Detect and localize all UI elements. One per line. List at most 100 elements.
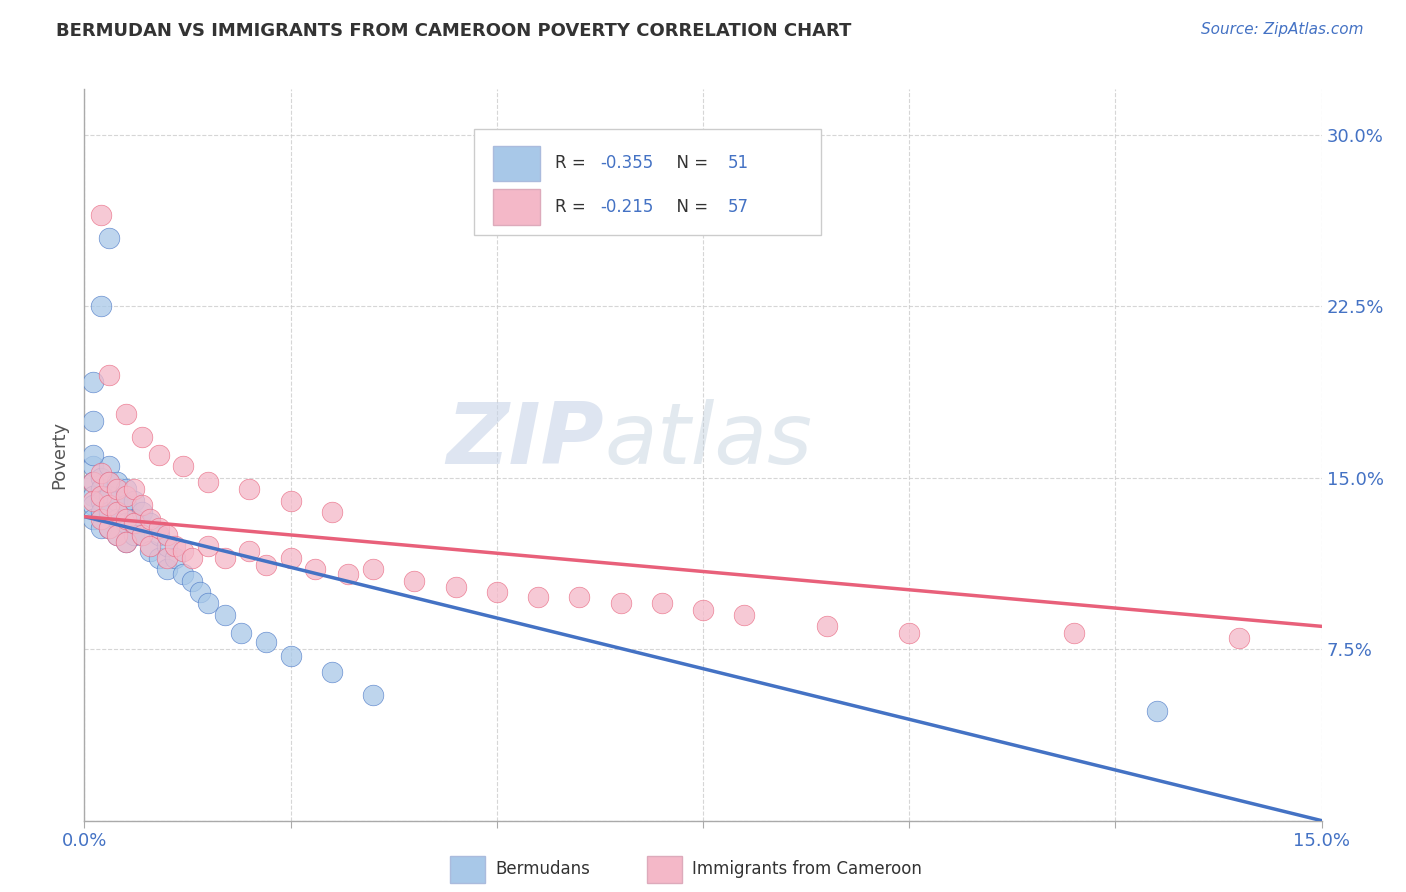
FancyBboxPatch shape (492, 145, 540, 180)
Point (98, 459, 121, 474)
Point (98, 489, 121, 503)
Point (156, 539, 179, 553)
Point (90, 493, 112, 508)
Point (148, 528, 170, 542)
Point (172, 566, 194, 581)
Point (105, 528, 128, 542)
Point (105, 475, 128, 490)
Point (131, 528, 153, 542)
Text: N =: N = (666, 154, 713, 172)
Point (361, 562, 384, 576)
Point (214, 550, 236, 565)
Point (131, 505, 153, 519)
Point (82, 375, 104, 389)
Text: Source: ZipAtlas.com: Source: ZipAtlas.com (1201, 22, 1364, 37)
Text: R =: R = (554, 198, 591, 216)
Point (197, 475, 219, 490)
Point (90, 489, 112, 503)
Point (238, 482, 260, 496)
Point (98, 498, 121, 512)
Point (114, 489, 136, 503)
Point (229, 626, 252, 640)
Point (254, 558, 277, 572)
Point (321, 665, 343, 679)
Point (280, 649, 302, 664)
Point (105, 512, 128, 526)
Point (651, 597, 673, 611)
Point (122, 493, 145, 508)
Point (172, 544, 194, 558)
Point (82, 475, 104, 490)
Text: atlas: atlas (605, 399, 813, 482)
Point (139, 544, 162, 558)
Point (90, 299, 112, 313)
Point (90, 208, 112, 222)
Point (82, 448, 104, 462)
Point (1227, 631, 1250, 645)
Text: BERMUDAN VS IMMIGRANTS FROM CAMEROON POVERTY CORRELATION CHART: BERMUDAN VS IMMIGRANTS FROM CAMEROON POV… (56, 22, 852, 40)
Point (815, 619, 838, 633)
Point (98, 368, 121, 382)
Point (165, 550, 187, 565)
Point (82, 493, 104, 508)
Point (361, 688, 384, 702)
Point (82, 489, 104, 503)
Point (444, 581, 467, 595)
Point (114, 534, 136, 549)
Point (82, 459, 104, 474)
Point (321, 505, 343, 519)
Point (98, 475, 121, 490)
Point (122, 482, 145, 496)
Point (98, 475, 121, 490)
Point (122, 528, 145, 542)
Text: -0.355: -0.355 (600, 154, 654, 172)
FancyBboxPatch shape (474, 129, 821, 235)
Point (90, 521, 112, 535)
Point (105, 493, 128, 508)
Point (90, 471, 112, 485)
FancyBboxPatch shape (492, 189, 540, 225)
Point (90, 466, 112, 480)
Point (114, 482, 136, 496)
Point (733, 607, 755, 622)
Point (131, 498, 153, 512)
Point (139, 516, 162, 531)
Point (131, 528, 153, 542)
Point (114, 498, 136, 512)
Point (114, 512, 136, 526)
Point (148, 550, 170, 565)
Point (139, 512, 162, 526)
Point (98, 521, 121, 535)
Point (156, 562, 179, 576)
Point (98, 231, 121, 245)
Point (156, 528, 179, 542)
Point (82, 414, 104, 428)
Point (172, 459, 194, 474)
Point (156, 550, 179, 565)
Point (114, 407, 136, 421)
Point (82, 512, 104, 526)
Point (280, 493, 302, 508)
Point (105, 505, 128, 519)
Point (122, 516, 145, 531)
Point (180, 550, 202, 565)
Point (82, 475, 104, 490)
Point (90, 482, 112, 496)
Text: 57: 57 (728, 198, 749, 216)
Point (105, 482, 128, 496)
Point (114, 534, 136, 549)
Text: R =: R = (554, 154, 591, 172)
Text: N =: N = (666, 198, 713, 216)
Point (82, 498, 104, 512)
Point (304, 562, 326, 576)
Point (898, 626, 921, 640)
Text: 51: 51 (728, 154, 749, 172)
Point (197, 597, 219, 611)
Y-axis label: Poverty: Poverty (51, 421, 69, 489)
Point (180, 574, 202, 588)
Point (609, 597, 631, 611)
Point (148, 521, 170, 535)
Point (214, 607, 236, 622)
Text: -0.215: -0.215 (600, 198, 654, 216)
Point (238, 544, 260, 558)
